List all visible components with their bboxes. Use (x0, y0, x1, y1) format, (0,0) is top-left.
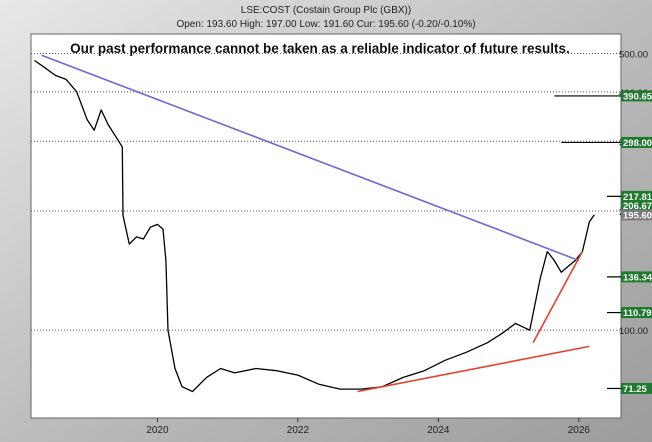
plot-area (30, 33, 622, 419)
y-tick-label: 500.00 (619, 49, 648, 60)
price-label-text: 136.34 (623, 272, 652, 283)
trendline-layer (41, 54, 590, 393)
x-axis-ticks: 2020 2022 2024 2026 (146, 418, 590, 436)
price-label-text: 71.25 (623, 384, 647, 395)
price-layer (34, 59, 595, 393)
price-label-badge (621, 90, 652, 102)
price-label-text: 110.79 (623, 308, 652, 319)
x-tick-label: 2026 (568, 425, 591, 436)
chart-title: LSE:COST (Costain Group Plc (GBX)) (241, 5, 411, 16)
price-label-badge (621, 271, 652, 283)
y-tick-label: 100.00 (619, 326, 648, 337)
price-label-badge (621, 209, 652, 221)
uptrend-line (357, 345, 590, 393)
price-label-badge (621, 307, 652, 319)
price-label-badge (621, 136, 652, 148)
price-label-badge (621, 199, 652, 211)
grid-layer (31, 52, 621, 331)
x-tick-label: 2024 (427, 425, 450, 436)
price-label-text: 390.65 (623, 91, 652, 102)
price-label-text: 206.67 (623, 201, 652, 212)
x-tick-label: 2022 (287, 425, 310, 436)
target-line-layer (554, 95, 621, 390)
downtrend-line (41, 54, 580, 262)
uptrend-line (532, 251, 584, 344)
price-label-badge (621, 190, 652, 202)
disclaimer-text: Our past performance cannot be taken as … (70, 41, 570, 56)
price-series-line (34, 59, 595, 393)
price-label-text: 217.81 (623, 192, 652, 203)
price-label-text: 195.60 (623, 210, 652, 221)
price-label-text: 298.00 (623, 138, 652, 149)
x-tick-label: 2020 (146, 425, 169, 436)
ohlc-readout: Open: 193.60 High: 197.00 Low: 191.60 Cu… (176, 19, 475, 30)
price-label-badge (621, 382, 652, 394)
